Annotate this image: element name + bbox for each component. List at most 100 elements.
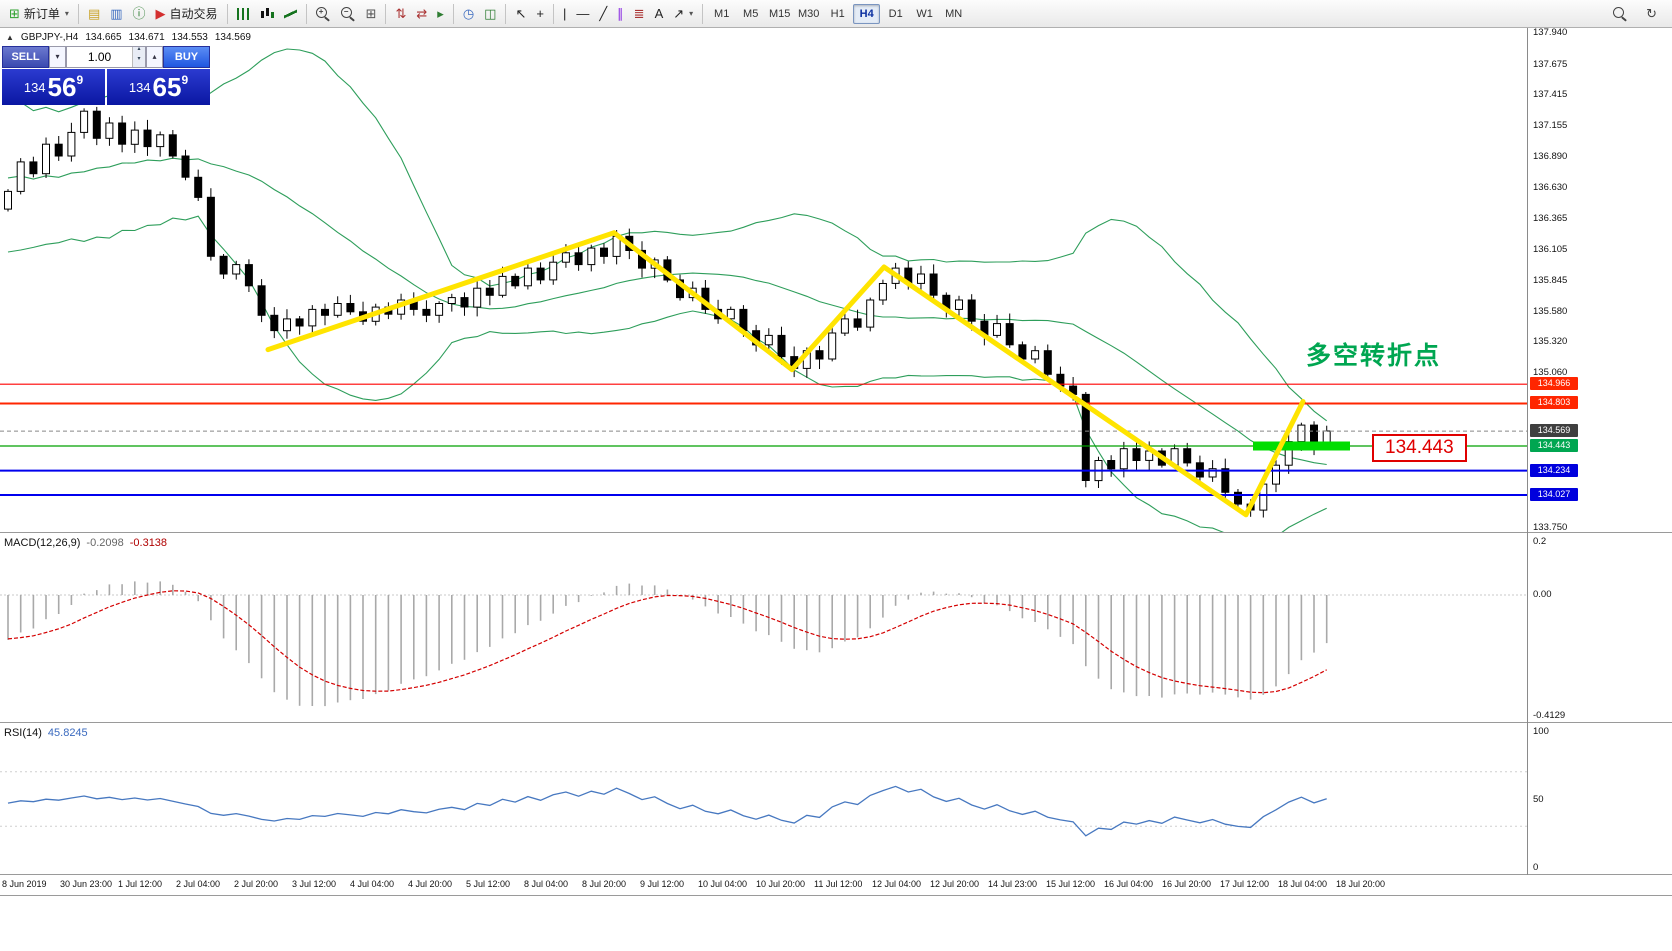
price-level-badge: 134.803 [1530,396,1578,409]
timeframe-m30[interactable]: M30 [795,4,822,24]
time-axis-label: 17 Jul 12:00 [1220,879,1270,889]
zoom-in-icon[interactable]: + [311,3,336,25]
time-axis-label: 14 Jul 23:00 [988,879,1038,889]
timeframe-mn[interactable]: MN [940,4,967,24]
sell-button[interactable]: SELL [2,46,49,68]
charts-icon: ▤ [87,6,101,21]
cursor-icon[interactable]: ↖ [510,3,531,25]
timeframe-m15[interactable]: M15 [766,4,793,24]
time-axis-label: 11 Jul 12:00 [814,879,863,889]
symbol-low: 134.553 [171,32,208,43]
time-axis-label: 18 Jul 20:00 [1336,879,1386,889]
toolbar-separator [77,3,79,24]
sell-options-caret[interactable]: ▾ [49,46,66,68]
buy-button[interactable]: BUY [163,46,210,68]
text-label-icon[interactable]: A [650,3,669,25]
rsi-value: 45.8245 [47,727,88,739]
timeframe-buttons: M1 M5 M15 M30 H1 H4 D1 W1 MN [707,0,968,27]
rsi-line [7,785,1327,837]
lot-decrease-icon[interactable]: ▾ [133,56,145,67]
buy-price-button[interactable]: 134 65 9 [107,69,210,105]
template-chart-icon: ◫ [484,6,497,21]
new-order-button[interactable]: ⊞ 新订单 ▾ [4,3,74,25]
buy-options-caret[interactable]: ▴ [146,46,163,68]
caret-down-icon: ▾ [689,9,694,18]
timeframe-m5[interactable]: M5 [737,4,764,24]
zoom-out-icon: − [340,6,352,18]
search-icon [1613,6,1625,18]
arrange-ascending-icon[interactable]: ⇅ [390,3,411,25]
timeframe-m1[interactable]: M1 [708,4,735,24]
tile-windows-icon[interactable]: ⊞ [361,3,382,25]
sell-price-button[interactable]: 134 56 9 [2,69,105,105]
timeframe-w1[interactable]: W1 [911,4,938,24]
autotrading-button-label: 自动交易 [169,7,218,21]
macd-signal-line [7,590,1327,694]
price-level-badge: 134.027 [1530,488,1578,501]
channel-icon: ∥ [617,6,624,21]
time-axis-label: 8 Jul 20:00 [582,879,627,889]
template-chart-icon[interactable]: ◫ [479,3,501,25]
data-window-icon[interactable]: ⓘ [128,3,151,25]
period-clock-icon[interactable]: ◷ [458,3,479,25]
channel-icon[interactable]: ∥ [612,3,629,25]
text-label-icon: A [654,6,664,21]
timeframe-d1[interactable]: D1 [882,4,909,24]
price-scale[interactable]: 137.940 137.675 137.415 137.155 136.890 136.6… [1528,0,1672,895]
crosshair-icon[interactable]: + [531,3,549,25]
charts-icon[interactable]: ▤ [83,3,105,25]
buy-price-figure: 134 [128,79,151,95]
rsi-scale-label: 0 [1533,862,1539,873]
candlestick-chart-type-icon[interactable] [255,3,279,25]
refresh-button[interactable]: ↻ [1641,3,1662,25]
time-axis-label: 18 Jul 04:00 [1278,879,1328,889]
price-scale-label: 137.415 [1533,89,1568,100]
auto-scroll-icon[interactable]: ▸ [432,3,449,25]
price-level-badge: 134.966 [1530,377,1578,390]
macd-title: MACD(12,26,9) -0.2098 -0.3138 [4,537,167,549]
price-scale-label: 135.580 [1533,306,1568,317]
time-axis-label: 12 Jul 20:00 [930,879,980,889]
timeframe-h1[interactable]: H1 [824,4,851,24]
profiles-icon[interactable]: ▥ [105,3,127,25]
price-scale-label: 136.105 [1533,244,1568,255]
arrows-tool-icon[interactable]: ↗ ▾ [668,3,698,25]
lot-input[interactable] [67,47,132,67]
toolbar-separator [452,3,454,24]
fibonacci-icon[interactable]: ≣ [629,3,650,25]
vertical-line-icon[interactable]: | [558,3,571,25]
zoom-out-icon[interactable]: − [336,3,361,25]
horizontal-line-icon: — [576,6,590,21]
zoom-in-icon: + [315,6,327,18]
trade-controls-row: SELL ▾ ▴ ▾ ▴ BUY [2,46,210,68]
trendline-icon[interactable]: ╱ [594,3,612,25]
price-scale-label: 137.155 [1533,120,1568,131]
rsi-canvas[interactable] [0,723,1527,875]
arrows-tool-icon: ↗ [673,6,685,21]
trendline-zigzag[interactable] [265,230,1306,518]
macd-signal-value: -0.3138 [129,537,168,549]
horizontal-line-icon[interactable]: — [571,3,594,25]
bar-chart-type-icon[interactable] [232,3,255,25]
symbol-close: 134.569 [214,32,251,43]
search-button[interactable] [1608,3,1633,25]
macd-canvas[interactable] [0,533,1527,723]
toolbar-separator [505,3,507,24]
time-axis-label: 10 Jul 04:00 [698,879,748,889]
sell-price-figure: 134 [23,79,46,95]
timeframe-h4[interactable]: H4 [853,3,881,24]
symbol-name: GBPJPY-,H4 [20,32,79,43]
arrange-descending-icon[interactable]: ⇄ [411,3,432,25]
time-axis[interactable]: 8 Jun 2019 30 Jun 23:00 1 Jul 12:00 2 Jul 0… [0,875,1527,895]
line-chart-type-icon[interactable] [279,3,302,25]
price-annotation-label[interactable]: 134.443 [1372,434,1467,462]
autotrading-button[interactable]: ▶ 自动交易 [151,3,223,25]
autotrading-button-icon: ▶ [155,6,166,21]
toolbar: ⊞ 新订单 ▾ ▤ ▥ ⓘ ▶ 自动交易 + − ⊞ ⇅ ⇄ ▸ ◷ ◫ ↖ + | — ╱ ∥ ≣ A ↗ ▾ M1 M5 M15 M… [0,0,1672,28]
macd-name: MACD(12,26,9) [4,537,81,549]
turning-point-annotation[interactable]: 多空转折点 [1306,342,1442,370]
macd-value: -0.2098 [86,537,124,549]
main-chart-canvas[interactable] [0,28,1527,533]
time-axis-label: 5 Jul 12:00 [466,879,511,889]
lot-increase-icon[interactable]: ▴ [133,46,145,57]
